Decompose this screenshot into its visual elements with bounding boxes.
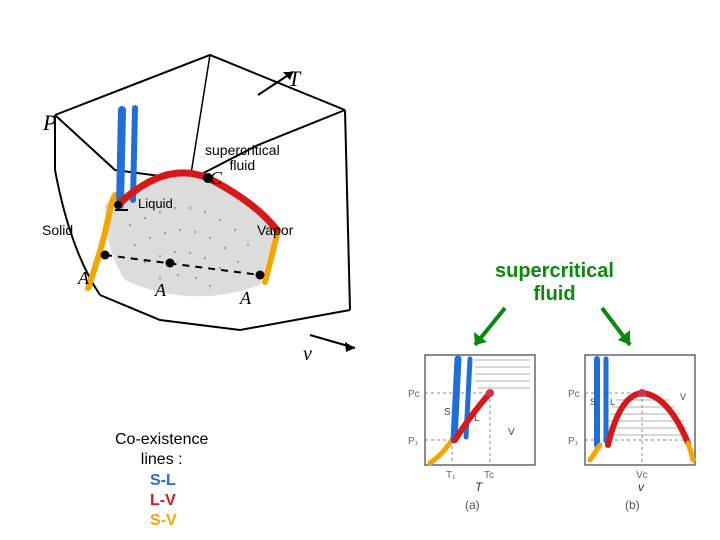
svg-text:L: L: [610, 397, 615, 407]
svg-text:S: S: [444, 407, 451, 418]
legend-item-sl: S-L: [150, 472, 176, 490]
critical-point-c: C: [210, 168, 222, 189]
svg-text:T₁: T₁: [446, 470, 456, 481]
svg-text:S: S: [590, 397, 596, 407]
svg-text:V: V: [508, 427, 515, 438]
region-label-vapor: Vapor: [257, 222, 293, 238]
svg-text:P₁: P₁: [568, 436, 579, 447]
svg-text:L: L: [474, 413, 480, 424]
point-a1: A: [78, 268, 89, 289]
legend-item-lv: L-V: [150, 492, 176, 510]
svg-text:P₁: P₁: [408, 436, 419, 447]
region-label-solid: Solid: [42, 222, 73, 238]
point-a3: A: [240, 288, 251, 309]
legend-title: Co-existence lines :: [115, 430, 208, 470]
axis-label-t: T: [288, 66, 300, 92]
axis-label-p: P: [43, 110, 56, 136]
chart-b-caption: (b): [625, 498, 640, 512]
svg-text:v: v: [638, 480, 645, 494]
chart-a-caption: (a): [465, 498, 480, 512]
point-a2: A: [155, 280, 166, 301]
chart-a-pt: S L V Pc P₁ T₁ Tc T: [400, 345, 550, 495]
region-label-liquid: Liquid: [138, 196, 173, 211]
svg-text:Pc: Pc: [568, 389, 580, 400]
svg-text:Tc: Tc: [484, 470, 494, 481]
axis-label-v: v: [303, 343, 312, 366]
svg-text:V: V: [680, 392, 686, 402]
svg-text:T: T: [475, 480, 484, 494]
legend-item-sv: S-V: [150, 512, 177, 530]
svg-text:Pc: Pc: [408, 389, 420, 400]
chart-b-pv: S L V Pc P₁ Vc v: [560, 345, 710, 495]
phase-diagram-3d: [10, 50, 370, 390]
